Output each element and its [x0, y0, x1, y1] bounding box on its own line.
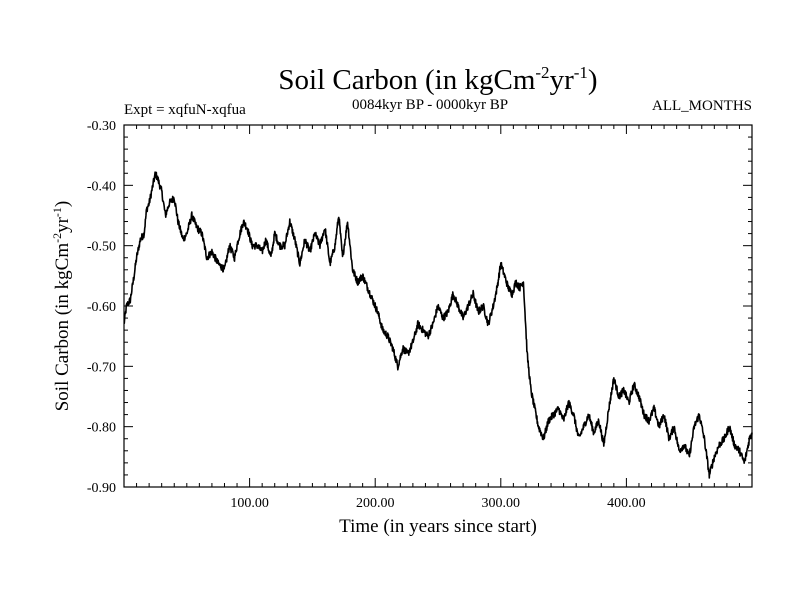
- series-layer: [123, 171, 753, 479]
- x-axis-label: Time (in years since start): [339, 516, 537, 537]
- y-tick-label: -0.70: [87, 360, 116, 375]
- chart-title-main: Soil Carbon (in kgCm: [278, 64, 535, 96]
- time-period-label: 0084kyr BP - 0000kyr BP: [352, 97, 508, 113]
- y-axis-label-main: Soil Carbon (in kgCm: [52, 243, 73, 412]
- chart-title-exponent-1: -2: [535, 63, 549, 82]
- y-axis-label-exponent-2: -1: [50, 207, 64, 217]
- y-axis-label: Soil Carbon (in kgCm-2yr-1): [50, 201, 73, 412]
- y-tick-label: -0.80: [87, 421, 116, 436]
- y-tick-label: -0.30: [87, 119, 116, 134]
- y-axis-label-unit: yr: [52, 216, 73, 233]
- x-tick-label: 200.00: [356, 496, 395, 511]
- x-tick-label: 400.00: [607, 496, 646, 511]
- x-tick-label: 100.00: [230, 496, 269, 511]
- chart-title-exponent-2: -1: [574, 63, 588, 82]
- y-tick-label: -0.40: [87, 179, 116, 194]
- x-tick-label: 300.00: [482, 496, 521, 511]
- y-axis-label-exponent-1: -2: [50, 233, 64, 243]
- x-axis: 100.00 200.00 300.00 400.00: [123, 125, 753, 511]
- months-label: ALL_MONTHS: [652, 98, 752, 114]
- y-tick-label: -0.90: [87, 481, 116, 496]
- series-line-1: [123, 171, 753, 479]
- chart-title-close: ): [588, 64, 598, 96]
- chart-title-unit: yr: [550, 64, 575, 96]
- chart-title: Soil Carbon (in kgCm-2yr-1): [278, 63, 597, 96]
- experiment-label: Expt = xqfuN-xqfua: [124, 102, 246, 118]
- y-axis-label-close: ): [52, 201, 73, 207]
- y-tick-label: -0.60: [87, 300, 116, 315]
- y-axis: -0.30 -0.40 -0.50 -0.60 -0.70 -0.80 -0.90: [87, 119, 752, 496]
- y-tick-label: -0.50: [87, 240, 116, 255]
